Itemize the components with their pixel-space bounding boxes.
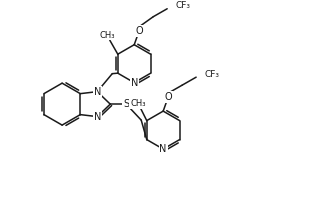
Text: N: N [160, 144, 167, 154]
Text: CH₃: CH₃ [99, 31, 115, 40]
Text: O: O [135, 26, 143, 36]
Text: N: N [94, 87, 101, 97]
Text: N: N [94, 112, 101, 122]
Text: N: N [131, 78, 138, 88]
Text: O: O [164, 92, 172, 102]
Text: CF₃: CF₃ [204, 70, 219, 79]
Text: CH₃: CH₃ [130, 99, 145, 108]
Text: S: S [123, 99, 129, 109]
Text: CF₃: CF₃ [175, 1, 190, 10]
